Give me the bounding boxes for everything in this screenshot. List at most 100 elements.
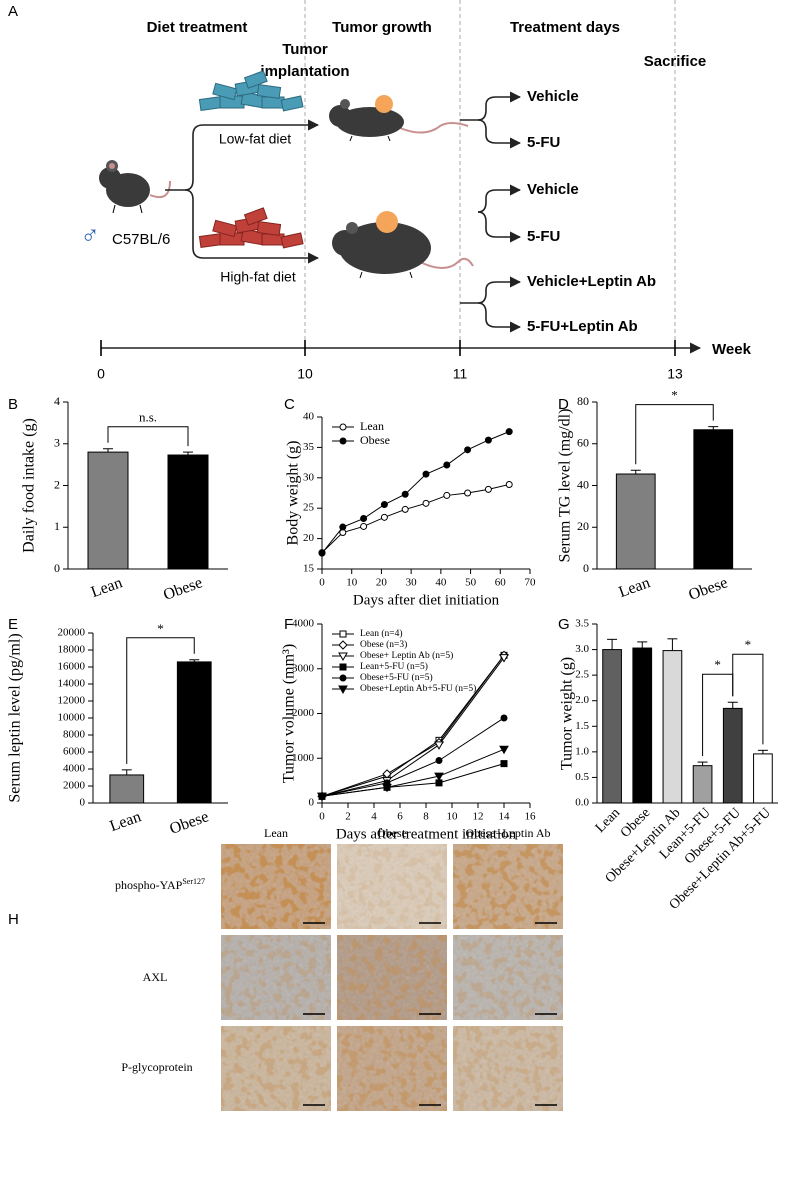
marker — [484, 436, 492, 444]
significance-bracket — [732, 653, 764, 745]
bar — [602, 649, 622, 804]
y-tick-label: 8000 — [63, 729, 86, 741]
flow-arrow — [184, 189, 320, 264]
y-tick-label: 20000 — [58, 627, 86, 639]
x-tick-label: Obese — [686, 574, 729, 604]
legend-marker — [338, 652, 348, 662]
timeline-label: 13 — [667, 366, 683, 382]
y-axis-title: Serum TG level (mg/dl) — [557, 409, 574, 563]
obese-mouse-icon — [332, 211, 474, 279]
marker — [422, 499, 430, 507]
marker — [505, 480, 513, 488]
x-axis-title: Days after treatment initiation — [336, 826, 517, 842]
y-tick-label: 1 — [54, 519, 60, 533]
flow-arrow — [477, 211, 522, 243]
annotation: * — [157, 621, 164, 636]
y-axis-title: Serum leptin level (pg/ml) — [7, 633, 24, 802]
marker — [317, 792, 327, 802]
y-axis-title: Tumor weight (g) — [559, 657, 576, 770]
marker — [401, 505, 409, 513]
annotation: * — [745, 637, 752, 652]
marker — [500, 760, 508, 768]
phase-title: Sacrifice — [644, 53, 707, 70]
significance-bracket — [635, 404, 714, 465]
bar — [167, 454, 209, 570]
chart: G 0.0 0.5 1.0 1.5 2.0 2.5 3.0 3.5 Tumor weight (g… — [558, 616, 778, 913]
treatment-label: Vehicle — [527, 88, 579, 105]
y-tick-label: 20 — [303, 532, 315, 544]
y-tick-label: 14000 — [58, 678, 86, 690]
diagram: A Diet treatment Tumor growth Treatment … — [8, 0, 752, 382]
marker — [434, 741, 444, 750]
marker — [380, 501, 388, 509]
row-label: AXL — [143, 970, 168, 984]
legend-marker — [339, 423, 347, 431]
x-tick-label: Lean — [617, 574, 653, 601]
marker — [318, 549, 326, 557]
y-tick-label: 35 — [303, 441, 315, 453]
phase-title: Treatment days — [510, 19, 620, 36]
ihc-stain — [337, 1026, 447, 1111]
x-tick-label: 50 — [465, 577, 477, 589]
timeline-label: 10 — [297, 366, 313, 382]
chart: F 0 1000 2000 3000 4000 Tumor volume (mm³) 0 2 4 6… — [281, 616, 536, 842]
panel-label: G — [558, 616, 570, 633]
low-fat-food — [198, 70, 304, 112]
y-tick-label: 40 — [577, 477, 589, 491]
bar — [662, 650, 683, 804]
timeline-label: 0 — [97, 366, 105, 382]
marker — [360, 522, 368, 530]
treatment-label: 5-FU — [527, 134, 560, 151]
annotation: * — [714, 657, 721, 672]
y-tick-label: 2 — [54, 477, 60, 491]
bar — [87, 451, 129, 570]
flow-arrow — [477, 184, 522, 213]
marker — [464, 446, 472, 454]
ihc-stain — [337, 844, 447, 929]
y-tick-label: 3.5 — [575, 618, 589, 630]
x-axis-title: Days after diet initiation — [353, 592, 500, 608]
x-tick-label: Lean — [89, 574, 125, 601]
ihc-stain — [453, 1026, 563, 1111]
y-tick-label: 3000 — [292, 662, 315, 674]
y-tick-label: 15 — [303, 563, 315, 575]
row-label: P-glycoprotein — [121, 1060, 192, 1074]
y-tick-label: 1.5 — [575, 720, 589, 732]
image-grid: H Lean Obese Obese+Leptin Ab phospho-YAP… — [8, 826, 563, 1111]
x-tick-label: 0 — [319, 577, 325, 589]
y-tick-label: 6000 — [63, 746, 86, 758]
x-tick-label: 10 — [346, 577, 358, 589]
implantation-label: implantation — [260, 63, 349, 80]
y-tick-label: 3 — [54, 436, 60, 450]
series-line — [321, 717, 505, 797]
x-tick-label: 12 — [473, 811, 484, 823]
y-tick-label: 2.5 — [575, 669, 589, 681]
ihc-stain — [221, 1026, 331, 1111]
marker — [422, 470, 430, 478]
legend-label: Obese+Leptin Ab+5-FU (n=5) — [360, 683, 476, 694]
bar — [176, 661, 212, 804]
y-tick-label: 2000 — [292, 707, 315, 719]
timeline-unit: Week — [712, 341, 752, 358]
chart: B 0 1 2 3 4 Daily food intake (g) Lean Obese n.s. — [8, 394, 228, 604]
marker — [339, 523, 347, 531]
panel-label: B — [8, 396, 18, 413]
y-tick-label: 20 — [577, 519, 589, 533]
y-tick-label: 0 — [583, 561, 589, 575]
flow-arrow — [477, 119, 522, 149]
y-tick-label: 4 — [54, 394, 60, 408]
legend-marker — [339, 663, 347, 671]
y-tick-label: 0.0 — [575, 797, 589, 809]
ihc-stain — [453, 844, 563, 929]
x-tick-label: 30 — [406, 577, 418, 589]
row-label-text: phospho-YAP — [115, 878, 183, 892]
x-tick-label: 70 — [525, 577, 537, 589]
legend-marker — [338, 640, 348, 650]
marker — [499, 654, 509, 663]
y-tick-label: 1000 — [292, 752, 315, 764]
column-label: Obese+Leptin Ab — [465, 826, 550, 840]
y-tick-label: 1.0 — [575, 745, 589, 757]
treatment-label: 5-FU+Leptin Ab — [527, 318, 638, 335]
ihc-stain — [337, 935, 447, 1020]
